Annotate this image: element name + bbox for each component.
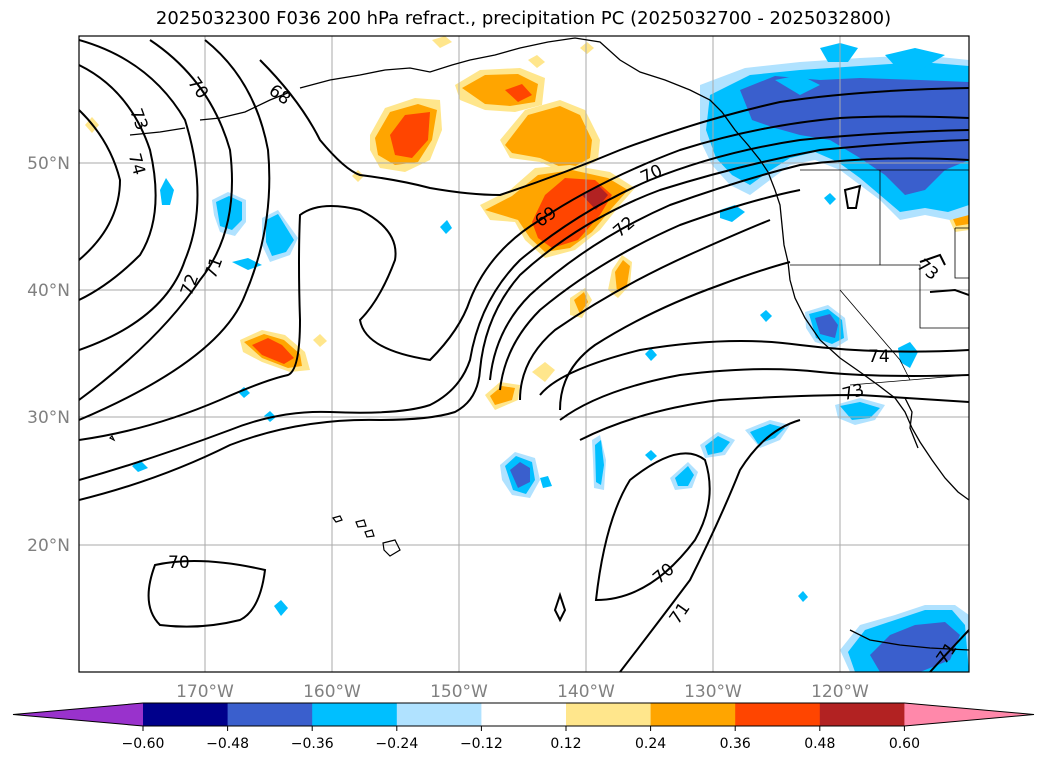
colorbar-segment	[227, 703, 313, 726]
colorbar-tick-label: 0.60	[889, 736, 920, 752]
lon-label-150w: 150°W	[430, 682, 488, 702]
lon-label-170w: 170°W	[176, 682, 234, 702]
contour-label: 70	[168, 553, 190, 573]
lon-label-140w: 140°W	[557, 682, 615, 702]
lon-label-160w: 160°W	[303, 682, 361, 702]
colorbar-tick-label: −0.60	[122, 736, 165, 752]
precip-negative-shading	[132, 43, 969, 672]
colorbar-segment	[143, 703, 229, 726]
colorbar-low-extend	[13, 703, 143, 726]
colorbar-tick-label: −0.48	[206, 736, 249, 752]
colorbar-segment	[312, 703, 398, 726]
colorbar-tick-label: 0.12	[550, 736, 581, 752]
colorbar-tick-label: 0.24	[635, 736, 666, 752]
colorbar-tick-label: −0.24	[375, 736, 418, 752]
colorbar-segment	[735, 703, 821, 726]
lat-label-20n: 20°N	[27, 536, 70, 556]
longitude-labels: 170°W 160°W 150°W 140°W 130°W 120°W	[176, 682, 869, 702]
lon-label-120w: 120°W	[811, 682, 869, 702]
colorbar-tick-label: −0.12	[460, 736, 503, 752]
islands	[108, 434, 401, 557]
colorbar-segment	[566, 703, 652, 726]
plot-frame	[78, 35, 970, 673]
latitude-labels: 50°N 40°N 30°N 20°N	[27, 154, 70, 556]
lat-label-50n: 50°N	[27, 154, 70, 174]
lat-label-30n: 30°N	[27, 408, 70, 428]
borders	[790, 169, 969, 386]
colorbar: −0.60 −0.48 −0.36 −0.24 −0.12 0.12 0.24 0.36 0.4…	[12, 702, 1035, 752]
lat-label-40n: 40°N	[27, 281, 70, 301]
colorbar-high-extend	[904, 703, 1034, 726]
colorbar-tick-label: 0.36	[720, 736, 751, 752]
contour-label: 74	[868, 347, 890, 367]
colorbar-segment	[650, 703, 736, 726]
colorbar-tick-label: 0.48	[804, 736, 835, 752]
colorbar-segment	[819, 703, 905, 726]
map-title: 2025032300 F036 200 hPa refract., precip…	[155, 8, 892, 29]
colorbar-segment	[396, 703, 482, 726]
colorbar-segment	[481, 703, 567, 726]
colorbar-tick-label: −0.36	[291, 736, 334, 752]
lon-label-130w: 130°W	[684, 682, 742, 702]
refractivity-contours	[79, 39, 969, 672]
